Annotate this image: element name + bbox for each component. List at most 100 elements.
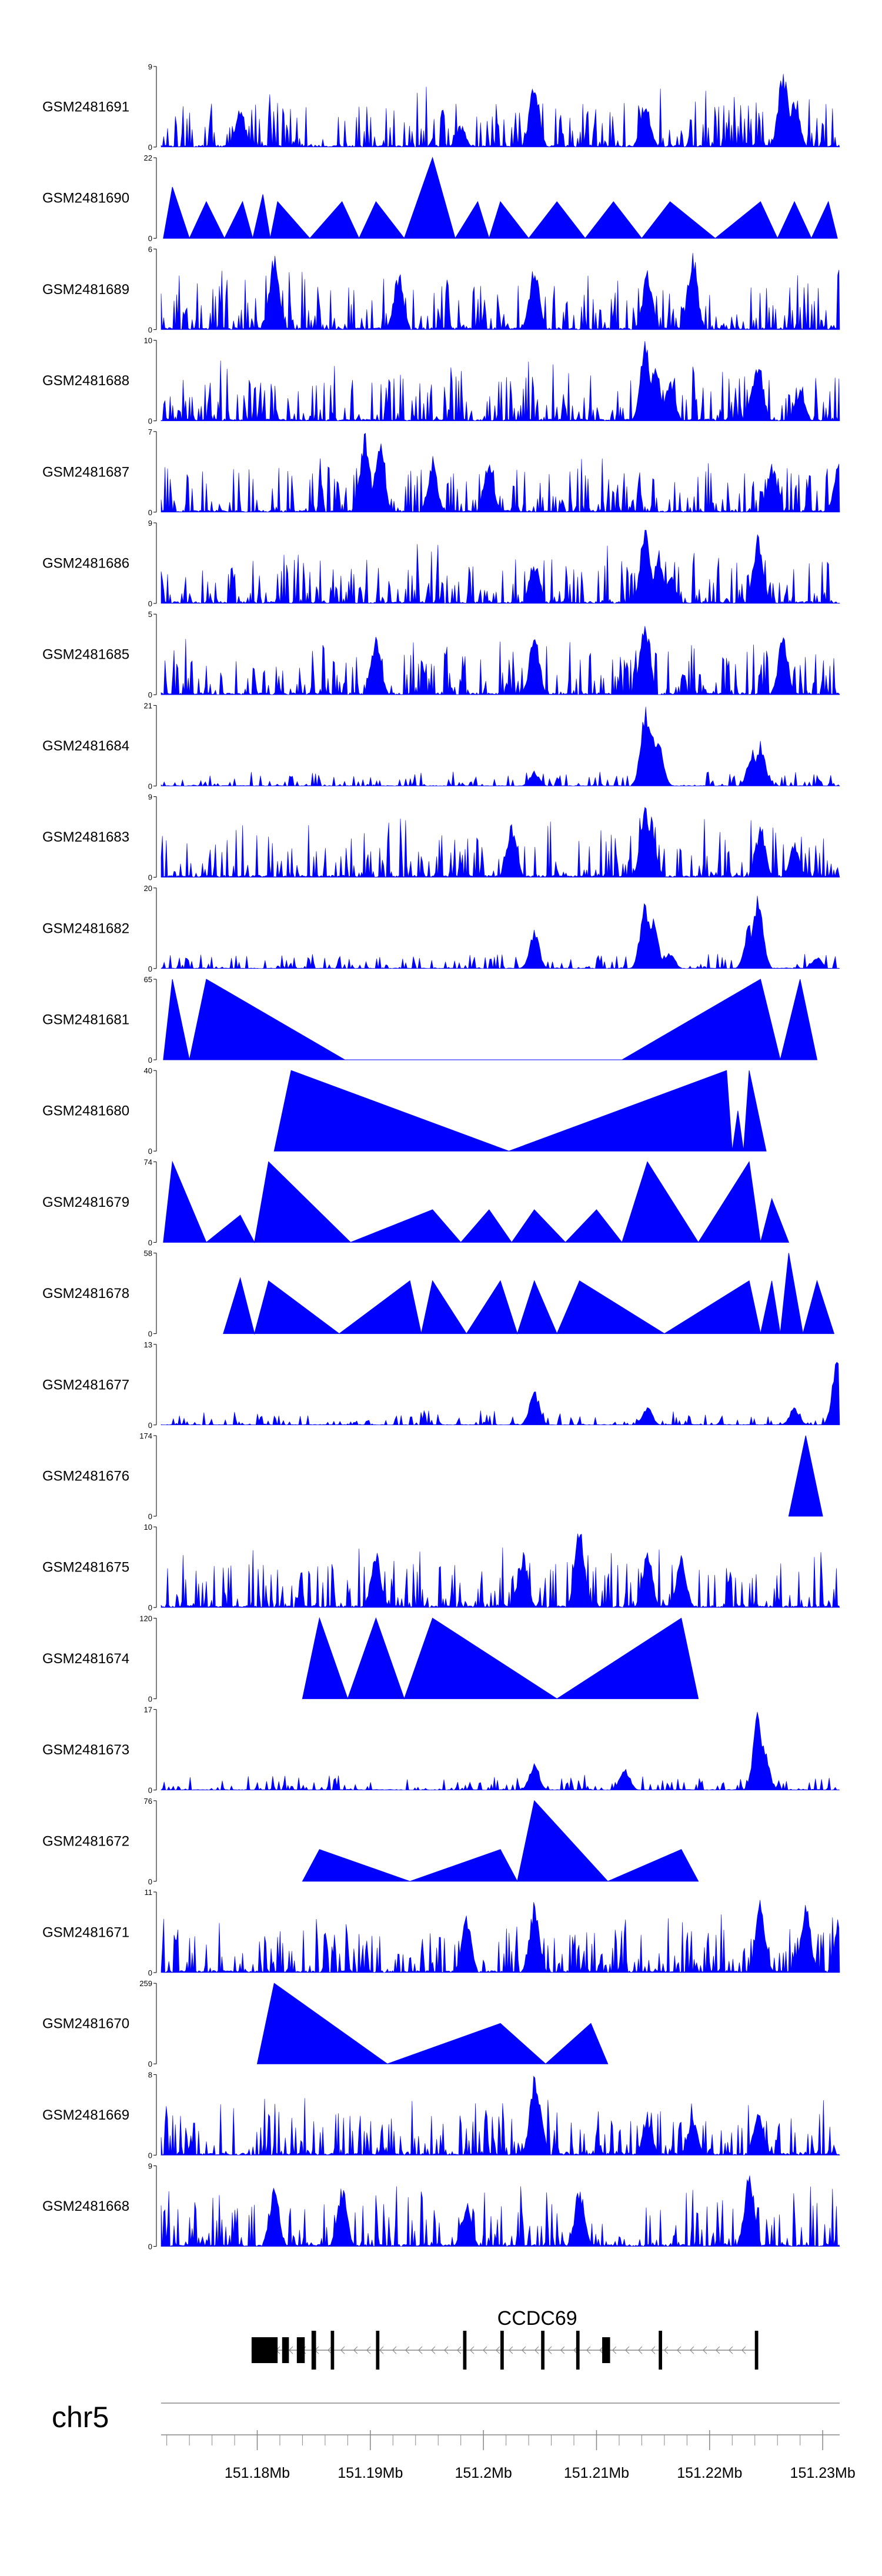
track-label: GSM2481685 xyxy=(42,647,129,663)
y-tick-label-max: 40 xyxy=(144,1066,152,1075)
strand-chevron xyxy=(483,2346,487,2354)
genome-axis: chr5 151.18Mb 151.19Mb 151.2Mb 151.21Mb 151.2… xyxy=(52,2401,856,2481)
gene-name: CCDC69 xyxy=(497,2307,577,2330)
y-tick-label-zero: 0 xyxy=(148,325,152,334)
coverage-area xyxy=(223,1253,835,1335)
track-label: GSM2481691 xyxy=(42,99,129,115)
track-label: GSM2481679 xyxy=(42,1194,129,1210)
coverage-area xyxy=(163,1160,790,1243)
strand-chevron xyxy=(289,2346,293,2354)
coverage-area xyxy=(161,74,840,148)
y-tick-label-max: 8 xyxy=(148,2070,152,2079)
y-tick-label-max: 9 xyxy=(148,793,152,802)
y-tick-label-zero: 0 xyxy=(148,1056,152,1065)
coverage-area xyxy=(302,1800,699,1883)
y-tick-label-max: 120 xyxy=(139,1614,152,1623)
y-tick-label-zero: 0 xyxy=(148,1238,152,1247)
y-tick-label-max: 11 xyxy=(145,1888,153,1897)
y-tick-label-max: 9 xyxy=(148,2162,152,2171)
y-tick-label-max: 21 xyxy=(144,701,152,710)
coverage-area xyxy=(163,979,818,1060)
y-tick-label-max: 9 xyxy=(148,62,152,71)
track-GSM2481682: GSM2481682 20 0 xyxy=(42,884,840,973)
strand-chevron xyxy=(353,2346,358,2354)
track-GSM2481669: GSM2481669 8 0 xyxy=(42,2070,840,2160)
strand-chevron xyxy=(690,2346,694,2354)
y-tick-label-zero: 0 xyxy=(148,1877,152,1886)
strand-chevron xyxy=(534,2346,539,2354)
coverage-area xyxy=(161,2076,840,2155)
y-tick-label-zero: 0 xyxy=(148,1786,152,1795)
track-label: GSM2481668 xyxy=(42,2198,129,2214)
coverage-area xyxy=(161,253,840,331)
gene-track: CCDC69 xyxy=(251,2307,759,2370)
y-tick-label-max: 9 xyxy=(148,519,152,528)
y-tick-label-zero: 0 xyxy=(148,1512,152,1521)
track-label: GSM2481676 xyxy=(42,1469,129,1484)
axis-tick-label: 151.21Mb xyxy=(564,2465,629,2481)
y-tick-label-max: 74 xyxy=(144,1157,152,1166)
track-GSM2481671: GSM2481671 11 0 xyxy=(42,1888,840,1977)
strand-chevron xyxy=(457,2346,462,2354)
track-GSM2481687: GSM2481687 7 0 xyxy=(42,428,840,517)
track-label: GSM2481677 xyxy=(42,1377,129,1393)
y-tick-label-max: 20 xyxy=(144,884,152,893)
exon-10 xyxy=(576,2331,580,2370)
axis-tick-label: 151.23Mb xyxy=(790,2465,856,2481)
coverage-area xyxy=(161,806,840,878)
coverage-area xyxy=(161,2175,840,2247)
coverage-area xyxy=(163,156,838,239)
exon-8 xyxy=(500,2331,504,2370)
track-GSM2481677: GSM2481677 13 0 xyxy=(42,1340,840,1430)
strand-chevron xyxy=(729,2346,733,2354)
coverage-area xyxy=(161,1533,840,1608)
y-tick-label-max: 6 xyxy=(148,245,152,253)
y-tick-label-zero: 0 xyxy=(148,234,152,243)
y-tick-label-zero: 0 xyxy=(148,873,152,882)
strand-chevron xyxy=(340,2346,345,2354)
track-label: GSM2481688 xyxy=(42,373,129,389)
track-GSM2481678: GSM2481678 58 0 xyxy=(42,1249,835,1339)
track-label: GSM2481681 xyxy=(42,1012,129,1028)
strand-chevron xyxy=(496,2346,500,2354)
track-label: GSM2481669 xyxy=(42,2107,129,2123)
y-tick-label-zero: 0 xyxy=(148,1603,152,1612)
track-GSM2481674: GSM2481674 120 0 xyxy=(42,1614,699,1703)
y-tick-label-max: 174 xyxy=(139,1432,152,1440)
strand-chevron xyxy=(651,2346,656,2354)
track-label: GSM2481687 xyxy=(42,464,129,480)
coverage-area xyxy=(161,530,840,604)
coverage-area xyxy=(161,896,840,969)
y-tick-label-zero: 0 xyxy=(148,2151,152,2160)
axis-tick-label: 151.19Mb xyxy=(338,2465,403,2481)
exon-13 xyxy=(754,2331,759,2370)
track-label: GSM2481689 xyxy=(42,282,129,298)
coverage-area xyxy=(161,1900,840,1973)
strand-chevron xyxy=(716,2346,720,2354)
track-label: GSM2481673 xyxy=(42,1742,129,1758)
coverage-area xyxy=(161,706,840,787)
y-tick-label-zero: 0 xyxy=(148,1330,152,1339)
strand-chevron xyxy=(392,2346,397,2354)
axis-tick-label: 151.22Mb xyxy=(677,2465,742,2481)
axis-tick-label: 151.2Mb xyxy=(455,2465,512,2481)
strand-chevron xyxy=(522,2346,526,2354)
strand-chevron xyxy=(599,2346,604,2354)
chromosome-label: chr5 xyxy=(52,2401,109,2434)
strand-chevron xyxy=(703,2346,707,2354)
y-tick-label-zero: 0 xyxy=(148,599,152,608)
exon-9 xyxy=(541,2331,545,2370)
coverage-area xyxy=(273,1070,767,1152)
exon-11 xyxy=(602,2337,610,2363)
track-GSM2481688: GSM2481688 10 0 xyxy=(42,336,840,426)
y-tick-label-zero: 0 xyxy=(148,1694,152,1703)
y-tick-label-zero: 0 xyxy=(148,508,152,517)
y-tick-label-zero: 0 xyxy=(148,2243,152,2251)
coverage-area xyxy=(161,626,840,695)
track-label: GSM2481674 xyxy=(42,1651,129,1667)
y-tick-label-zero: 0 xyxy=(148,1968,152,1977)
strand-chevron xyxy=(677,2346,681,2354)
exon-3 xyxy=(296,2337,305,2363)
strand-chevron xyxy=(625,2346,630,2354)
